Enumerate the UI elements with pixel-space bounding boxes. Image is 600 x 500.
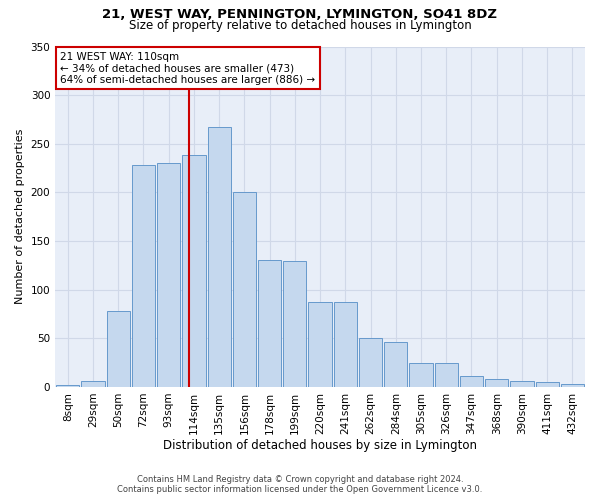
Bar (107, 311, 130, 387)
Text: Size of property relative to detached houses in Lymington: Size of property relative to detached ho… (128, 18, 472, 32)
X-axis label: Distribution of detached houses by size in Lymington: Distribution of detached houses by size … (163, 440, 477, 452)
Bar (82, 381, 104, 387)
Bar (56, 385, 79, 387)
Bar (283, 260, 307, 387)
Text: 21 WEST WAY: 110sqm
← 34% of detached houses are smaller (473)
64% of semi-detac: 21 WEST WAY: 110sqm ← 34% of detached ho… (61, 52, 316, 85)
Bar (536, 382, 559, 387)
Bar (182, 156, 206, 387)
Bar (409, 362, 433, 387)
Bar (157, 163, 181, 387)
Bar (359, 338, 382, 387)
Text: 21, WEST WAY, PENNINGTON, LYMINGTON, SO41 8DZ: 21, WEST WAY, PENNINGTON, LYMINGTON, SO4… (103, 8, 497, 20)
Text: Contains HM Land Registry data © Crown copyright and database right 2024.: Contains HM Land Registry data © Crown c… (137, 474, 463, 484)
Bar (308, 302, 332, 387)
Bar (233, 192, 256, 387)
Bar (334, 302, 357, 387)
Bar (460, 376, 483, 387)
Text: Contains public sector information licensed under the Open Government Licence v3: Contains public sector information licen… (118, 485, 482, 494)
Bar (561, 384, 584, 387)
Y-axis label: Number of detached properties: Number of detached properties (15, 129, 25, 304)
Bar (132, 165, 155, 387)
Bar (511, 381, 533, 387)
Bar (434, 362, 458, 387)
Bar (384, 342, 407, 387)
Bar (258, 260, 281, 387)
Bar (485, 379, 508, 387)
Bar (208, 127, 231, 387)
